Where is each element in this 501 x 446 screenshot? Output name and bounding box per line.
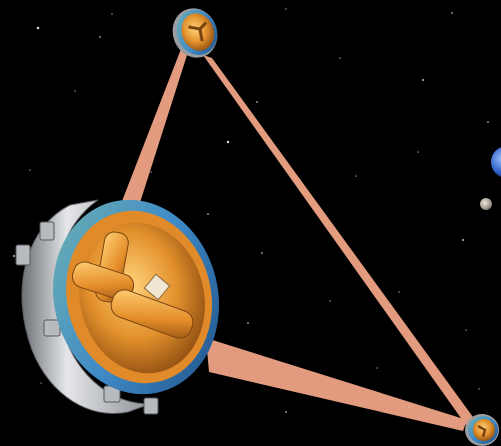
laser-beams xyxy=(117,49,478,431)
star xyxy=(261,252,263,254)
star xyxy=(339,57,341,59)
star xyxy=(12,254,16,258)
earth xyxy=(491,147,501,177)
star xyxy=(487,121,489,123)
star xyxy=(29,169,31,171)
star xyxy=(226,140,230,144)
star xyxy=(207,213,209,215)
test-mass-cube xyxy=(143,273,171,301)
star xyxy=(417,151,419,153)
star xyxy=(256,101,258,103)
star xyxy=(247,322,249,324)
star xyxy=(40,382,42,384)
star xyxy=(478,388,480,390)
laser-beam-large-to-top xyxy=(117,49,188,214)
telescope-arms xyxy=(71,231,194,339)
star xyxy=(99,36,101,38)
star xyxy=(465,329,467,331)
star xyxy=(355,175,357,177)
laser-beam-large-to-bottom xyxy=(206,338,467,431)
star xyxy=(36,26,40,30)
spacecraft-large xyxy=(15,199,220,415)
spacecraft-top xyxy=(172,8,218,58)
star xyxy=(285,411,287,413)
star xyxy=(398,291,400,293)
star xyxy=(329,300,331,302)
frame-bolts xyxy=(15,221,159,415)
moon xyxy=(480,198,492,210)
star xyxy=(150,171,152,173)
star xyxy=(461,238,465,242)
laser-beam-top-to-bottom xyxy=(203,55,478,428)
star xyxy=(74,90,76,92)
star xyxy=(376,367,378,369)
star xyxy=(451,12,453,14)
star xyxy=(285,8,287,10)
star xyxy=(111,13,113,15)
spacecraft-bottom-right xyxy=(465,414,499,446)
star xyxy=(421,78,425,82)
